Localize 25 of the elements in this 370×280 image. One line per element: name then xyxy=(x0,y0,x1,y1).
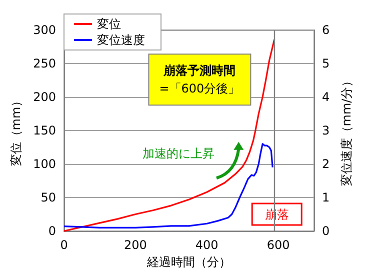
legend-label: 変位速度 xyxy=(97,33,145,47)
y2-tick-label: 5 xyxy=(322,56,330,70)
y2-axis-title: 変位速度（mm/分） xyxy=(340,74,354,186)
x-tick-label: 0 xyxy=(60,238,68,252)
y2-tick-label: 1 xyxy=(322,190,330,204)
x-tick-label: 200 xyxy=(124,238,147,252)
y-axis-title: 変位（mm） xyxy=(9,94,24,166)
y-tick-label: 300 xyxy=(33,23,56,37)
y2-tick-label: 0 xyxy=(322,224,330,238)
x-tick-label: 400 xyxy=(195,238,218,252)
y2-tick-label: 6 xyxy=(322,23,330,37)
legend-label: 変位 xyxy=(97,17,121,31)
y-tick-label: 150 xyxy=(33,124,56,138)
annotation: 崩落予測時間 =「600分後」 xyxy=(159,64,240,96)
y-tick-label: 200 xyxy=(33,90,56,104)
x-tick-label: 600 xyxy=(266,238,290,252)
y2-tick-label: 4 xyxy=(322,90,330,104)
y-tick-label: 0 xyxy=(48,224,56,238)
y-tick-label: 50 xyxy=(40,190,56,204)
x-axis-title: 経過時間（分） xyxy=(146,254,231,269)
y2-tick-label: 2 xyxy=(322,157,330,171)
y-tick-label: 100 xyxy=(33,157,56,171)
annotation: 加速的に上昇 xyxy=(142,146,214,160)
y-tick-label: 250 xyxy=(33,56,56,70)
y2-tick-label: 3 xyxy=(322,124,330,138)
